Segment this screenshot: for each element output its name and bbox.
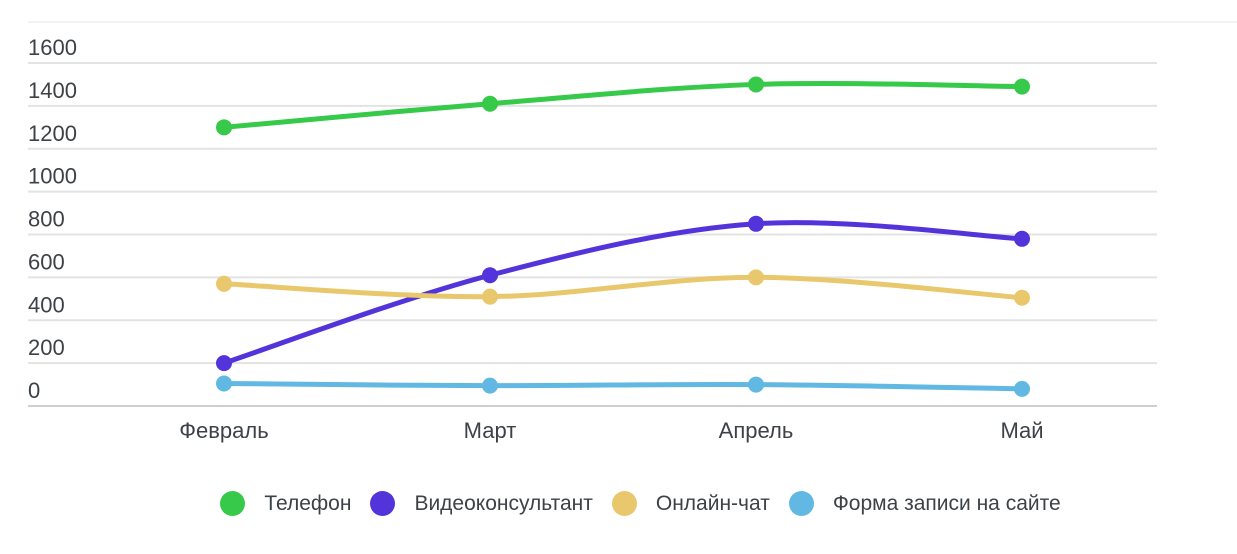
data-point-phone-2[interactable] xyxy=(482,95,498,112)
x-axis-label-3: Апрель xyxy=(719,418,794,443)
y-tick-label-0: 0 xyxy=(28,378,40,403)
legend-item-phone[interactable]: Телефон xyxy=(220,491,351,516)
series-line-phone xyxy=(221,81,1025,130)
data-point-online-chat-4[interactable] xyxy=(1014,289,1030,306)
legend-color-dot-video-consultant xyxy=(370,491,396,516)
data-point-site-form-2[interactable] xyxy=(482,377,498,394)
data-point-online-chat-1[interactable] xyxy=(216,275,232,292)
data-point-online-chat-3[interactable] xyxy=(748,269,764,286)
data-point-phone-1[interactable] xyxy=(216,119,232,136)
data-point-video-consultant-3[interactable] xyxy=(748,215,764,232)
x-axis-label-2: Март xyxy=(464,418,517,443)
legend-label-site-form: Форма записи на сайте xyxy=(832,492,1061,515)
legend-color-dot-site-form xyxy=(788,491,814,516)
data-point-video-consultant-2[interactable] xyxy=(482,267,498,284)
legend-label-phone: Телефон xyxy=(264,492,352,515)
series-line-site-form xyxy=(221,380,1025,392)
legend-color-dot-phone xyxy=(220,491,246,516)
y-tick-label-1200: 1200 xyxy=(28,121,77,146)
legend-item-site-form[interactable]: Форма записи на сайте xyxy=(788,491,1061,516)
data-point-site-form-1[interactable] xyxy=(216,375,232,392)
chart-legend: Телефон Видеоконсультант Онлайн-чат Форма з… xyxy=(0,491,1237,516)
chart-canvas: 0 200 400 600 800 1000 1200 1400 1600 Февраль Март… xyxy=(28,21,1237,443)
y-tick-label-600: 600 xyxy=(28,249,65,274)
data-point-online-chat-2[interactable] xyxy=(482,288,498,305)
y-tick-label-200: 200 xyxy=(28,335,65,360)
data-point-video-consultant-4[interactable] xyxy=(1014,230,1030,247)
series-line-video-consultant xyxy=(221,220,1025,366)
y-tick-label-1000: 1000 xyxy=(28,164,77,189)
data-point-site-form-3[interactable] xyxy=(748,376,764,393)
legend-item-online-chat[interactable]: Онлайн-чат xyxy=(611,491,770,516)
legend-item-video-consultant[interactable]: Видеоконсультант xyxy=(370,491,593,516)
legend-label-video-consultant: Видеоконсультант xyxy=(414,492,593,515)
data-point-site-form-4[interactable] xyxy=(1014,380,1030,397)
x-axis-label-1: Февраль xyxy=(179,418,268,443)
y-tick-label-1400: 1400 xyxy=(28,78,77,103)
data-point-phone-4[interactable] xyxy=(1014,78,1030,95)
data-point-phone-3[interactable] xyxy=(748,76,764,93)
y-tick-label-400: 400 xyxy=(28,292,65,317)
x-axis-label-4: Май xyxy=(1000,418,1043,443)
data-point-video-consultant-1[interactable] xyxy=(216,355,232,372)
y-tick-label-1600: 1600 xyxy=(28,35,77,60)
legend-color-dot-online-chat xyxy=(611,491,637,516)
y-tick-label-800: 800 xyxy=(28,207,65,232)
legend-label-online-chat: Онлайн-чат xyxy=(655,492,770,515)
series-line-online-chat xyxy=(221,274,1025,301)
